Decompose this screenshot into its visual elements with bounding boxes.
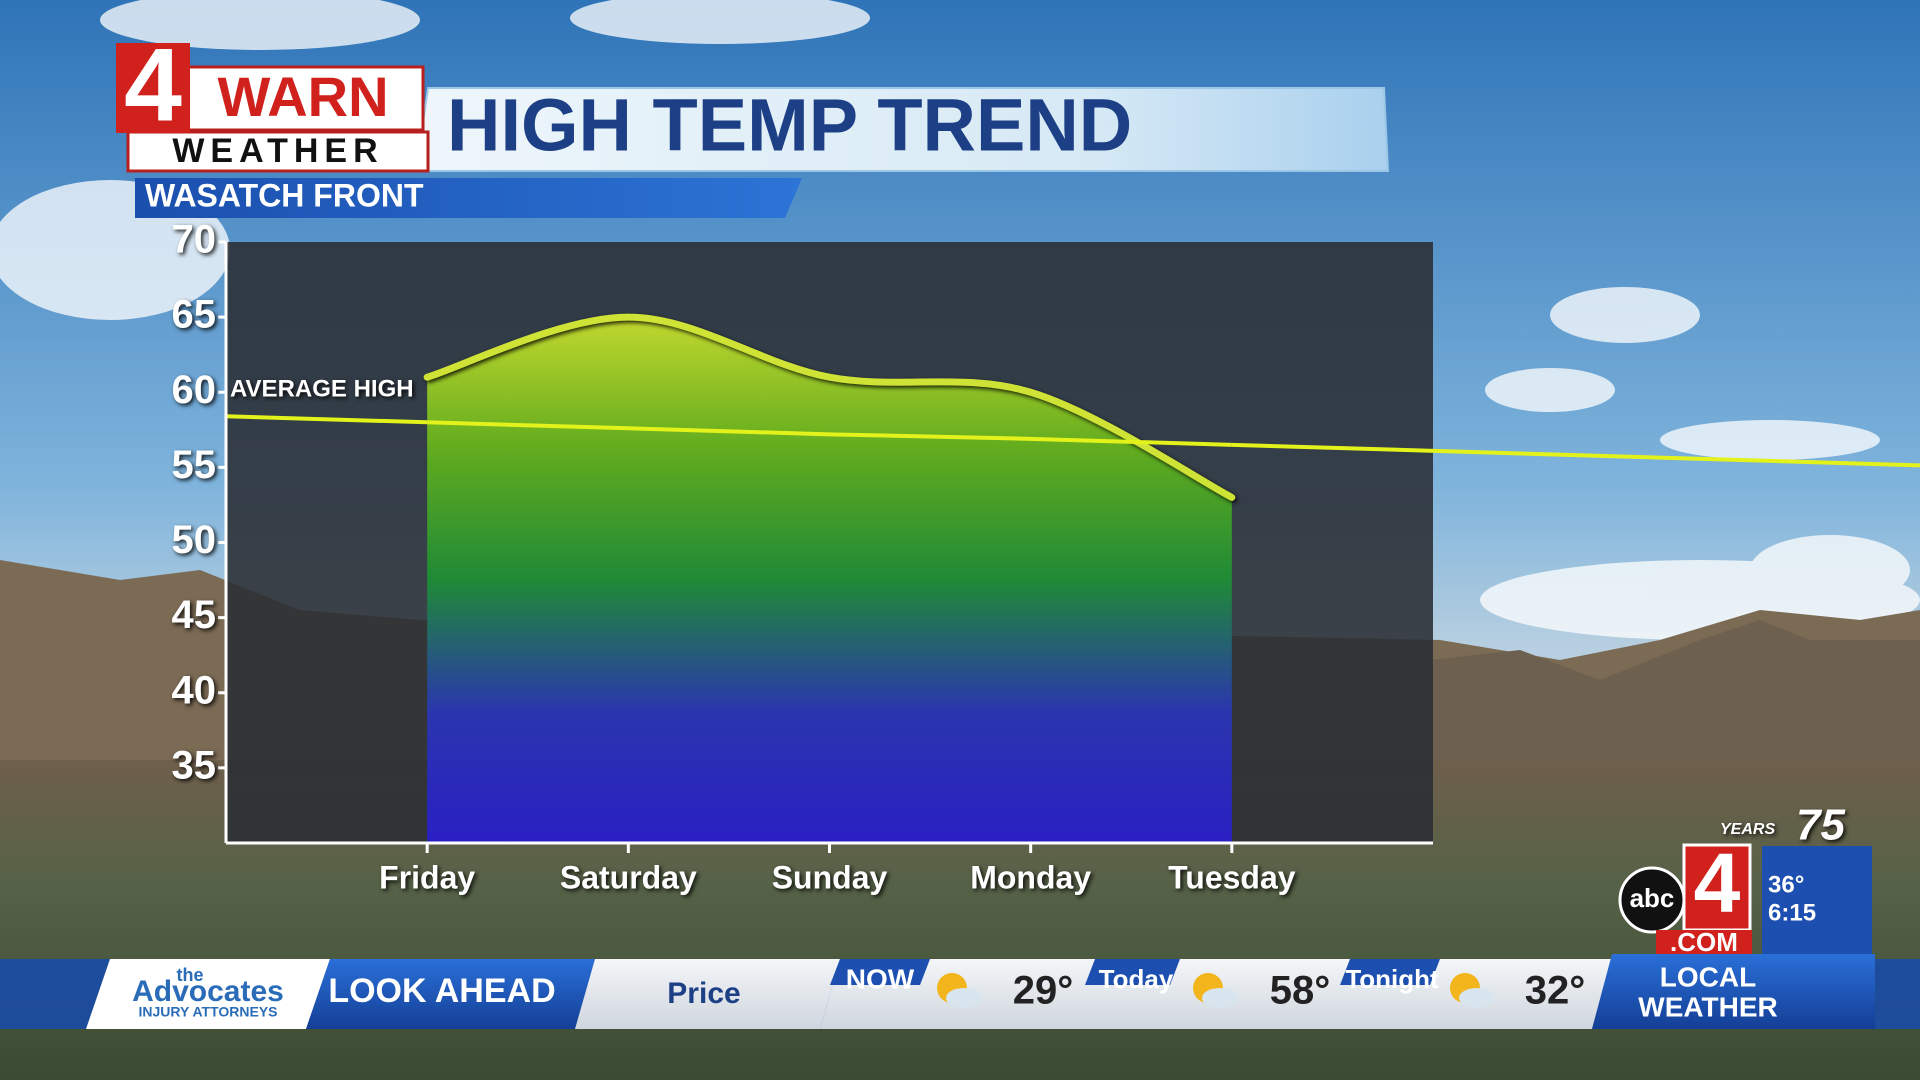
forecast-items: NOW 29° Today 58° Tonight 32°: [830, 959, 1585, 1013]
local-line: WEATHER: [1638, 991, 1777, 1022]
subtitle: WASATCH FRONT: [145, 177, 424, 213]
station-box: [1762, 846, 1872, 956]
now-label: NOW: [846, 963, 915, 994]
y-tick-label: 60: [172, 368, 217, 412]
network-logo: [1618, 866, 1686, 934]
tonight-temp: 32°: [1525, 969, 1586, 1013]
current-temperature: 36°: [1768, 871, 1804, 898]
reference-line: [427, 420, 1232, 447]
area: [427, 317, 1232, 843]
x-tick-label: Saturday: [560, 859, 697, 895]
clouds: [0, 0, 1920, 640]
channel: 4: [1694, 836, 1741, 930]
x-tick-label: Friday: [379, 859, 475, 895]
anniversary-word: YEARS: [1720, 821, 1775, 838]
today-temp: 58°: [1270, 969, 1331, 1013]
today-label: Today: [1099, 964, 1174, 994]
local-box: [1592, 954, 1875, 1029]
y-tick-label: 45: [172, 593, 217, 637]
y-tick-label: 40: [172, 668, 217, 712]
anniversary: 75: [1796, 801, 1845, 850]
local-line: LOCAL: [1660, 961, 1756, 992]
logo-number: 4: [124, 27, 182, 143]
chart: AVERAGE HIGH 35 40 45 50 55 60 65 70 Friday Saturd…: [172, 218, 1920, 895]
y-tick-label: 55: [172, 443, 217, 487]
site-box: [1656, 930, 1752, 957]
sponsor-box: [86, 959, 330, 1029]
reference-line-extension: [225, 414, 428, 425]
y-tick-label: 35: [172, 743, 217, 787]
x-tick-label: Monday: [970, 859, 1091, 895]
logo-number-box: [116, 43, 190, 133]
channel-box: [1682, 843, 1752, 932]
x-tick-label: Sunday: [772, 859, 888, 895]
logo-sub-box: [126, 130, 430, 173]
logo-sub: WEATHER: [172, 132, 383, 170]
sponsor-small: the: [177, 965, 204, 985]
area-line: [423, 313, 1236, 501]
now-temp: 29°: [1013, 969, 1074, 1013]
subtitle-bar: [135, 178, 802, 218]
segment-box: [306, 959, 595, 1029]
current-time: 6:15: [1768, 899, 1816, 926]
y-tick-label: 65: [172, 293, 217, 337]
chart-title: HIGH TEMP TREND: [447, 84, 1132, 167]
segment: LOOK AHEAD: [328, 972, 555, 1010]
y-tick-label: 70: [172, 218, 217, 262]
network: abc: [1630, 883, 1675, 913]
tonight-label: Tonight: [1345, 964, 1439, 994]
sponsor: Advocates: [132, 975, 284, 1008]
location-box: [575, 959, 840, 1029]
reference-line-extension: [1231, 442, 1920, 468]
logo-word: WARN: [217, 65, 388, 128]
x-tick-label: Tuesday: [1168, 859, 1296, 895]
reference-label: AVERAGE HIGH: [230, 376, 414, 403]
location: Price: [667, 977, 740, 1010]
site: .COM: [1670, 927, 1738, 957]
sponsor-tag: INJURY ATTORNEYS: [139, 1004, 278, 1020]
y-tick-label: 50: [172, 518, 217, 562]
